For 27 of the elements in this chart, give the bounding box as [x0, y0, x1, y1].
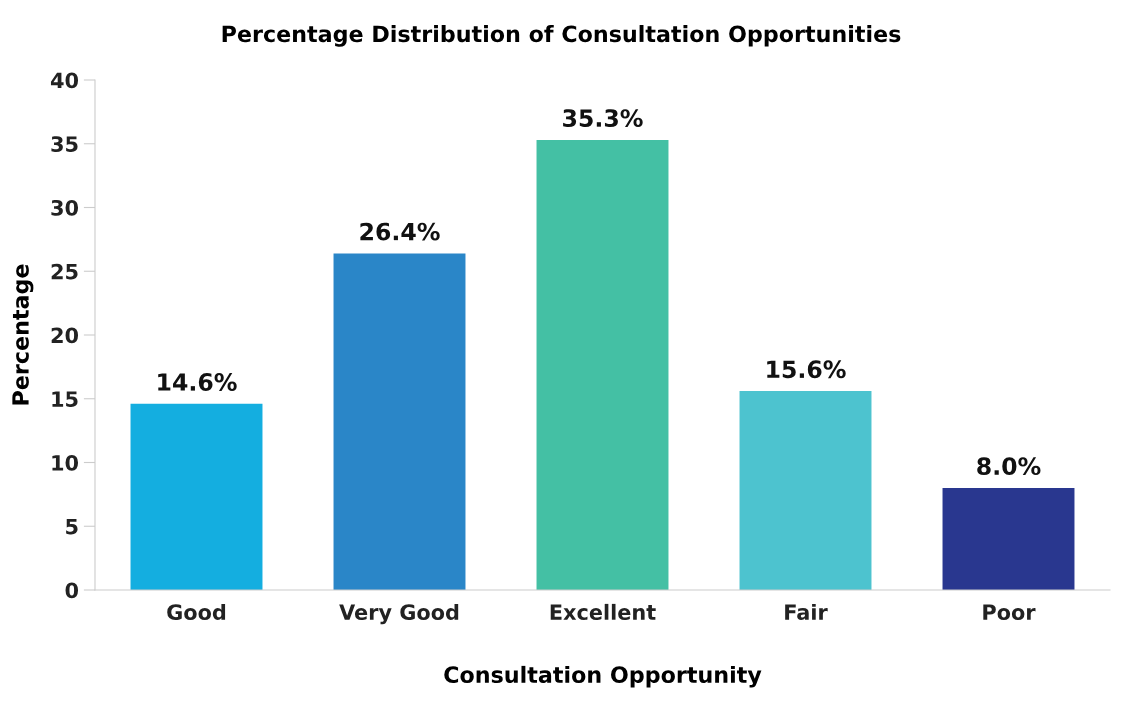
x-tick-label: Very Good: [339, 603, 459, 625]
y-tick-label: 0: [65, 582, 79, 599]
bar: [130, 403, 263, 590]
y-tick-label: 35: [51, 136, 78, 152]
x-tick-label: Good: [167, 603, 226, 621]
data-label: 15.6%: [767, 360, 846, 379]
bar: [333, 253, 466, 590]
y-tick-label: 10: [52, 454, 79, 471]
bar: [942, 488, 1075, 590]
x-tick-label: Excellent: [550, 603, 656, 621]
chart-title: Percentage Distribution of Consultation Opportunities: [222, 25, 901, 47]
data-label: 14.6%: [158, 373, 237, 391]
data-label: 26.4%: [360, 222, 440, 241]
y-tick-label: 40: [50, 72, 79, 89]
y-tick-label: 25: [51, 263, 78, 280]
y-tick-label: 30: [51, 199, 79, 216]
y-tick-label: 20: [51, 327, 79, 344]
y-tick-label: 15: [52, 391, 78, 407]
x-tick-label: Poor: [983, 604, 1036, 621]
x-tick-label: Fair: [785, 603, 828, 621]
data-label: 35.3%: [563, 109, 643, 128]
y-axis-title: Percentage: [12, 264, 34, 405]
y-tick-label: 5: [66, 518, 78, 535]
bar: [739, 391, 872, 590]
x-axis-title: Consultation Opportunity: [444, 665, 762, 688]
bar: [536, 139, 669, 590]
data-label: 8.0%: [977, 457, 1041, 476]
